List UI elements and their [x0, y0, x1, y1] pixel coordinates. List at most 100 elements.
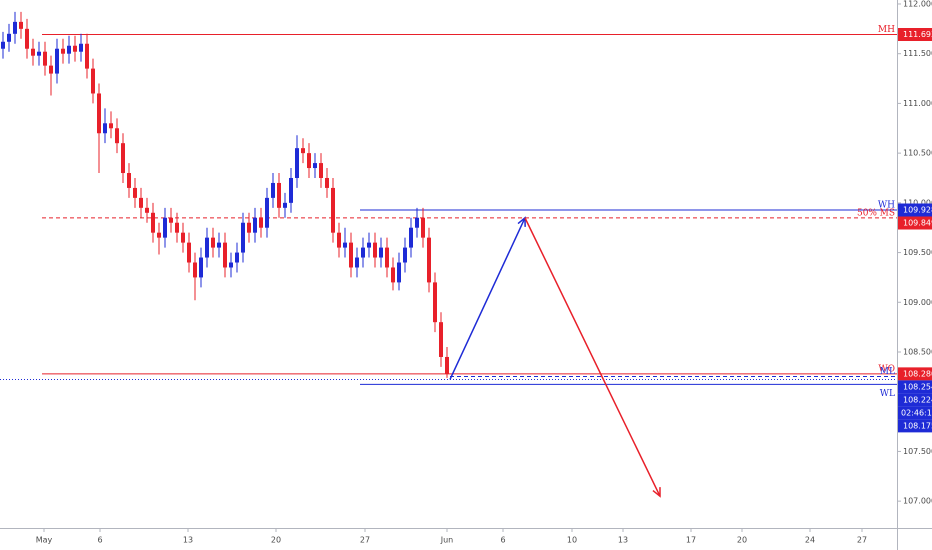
- candle-body: [253, 217, 257, 233]
- level-name: WL: [880, 389, 895, 399]
- y-tick-label: 107.000: [903, 497, 932, 506]
- x-tick-label: 20: [737, 536, 747, 545]
- candle-body: [199, 257, 203, 278]
- price-box-label: 109.849: [903, 219, 932, 228]
- y-tick-label: 111.500: [903, 49, 932, 58]
- countdown: 02:46:14: [901, 408, 932, 417]
- level-name: MS: [880, 208, 895, 218]
- candle-body: [151, 212, 155, 233]
- x-tick-label: 17: [686, 536, 696, 545]
- candle-body: [97, 93, 101, 134]
- candle-body: [211, 237, 215, 248]
- candle-body: [415, 217, 419, 228]
- price-box: [898, 216, 932, 230]
- candle-body: [103, 123, 107, 134]
- candle-body: [133, 187, 137, 198]
- level-name: WH: [878, 201, 895, 211]
- arrow-head: [652, 487, 661, 498]
- arrow-line: [524, 217, 661, 497]
- candle-body: [229, 262, 233, 268]
- candle-body: [259, 217, 263, 228]
- candle-body: [19, 21, 23, 29]
- candle-body: [121, 143, 125, 174]
- candle-body: [193, 262, 197, 278]
- candle-body: [313, 163, 317, 169]
- price-box-label: 108.175: [903, 421, 932, 430]
- candle-body: [301, 148, 305, 154]
- price-box: [898, 28, 932, 42]
- candle-body: [271, 182, 275, 198]
- y-tick-label: 110.000: [903, 198, 932, 207]
- candle-body: [1, 41, 5, 49]
- candle-body: [295, 148, 299, 178]
- candle-body: [73, 45, 77, 52]
- candle-body: [43, 51, 47, 66]
- x-tick-label: 6: [97, 536, 102, 545]
- x-tick-label: 13: [183, 536, 193, 545]
- price-box: [898, 393, 932, 407]
- candles: [1, 11, 449, 378]
- y-tick-label: 109.000: [903, 298, 932, 307]
- y-tick-label: 110.500: [903, 149, 932, 158]
- candle-body: [157, 232, 161, 238]
- candle-body: [187, 242, 191, 263]
- candle-body: [421, 217, 425, 238]
- candle-body: [175, 222, 179, 233]
- candle-body: [433, 282, 437, 323]
- candle-body: [373, 242, 377, 258]
- candle-body: [25, 28, 29, 49]
- x-tick-label: 10: [567, 536, 577, 545]
- price-box: [898, 419, 932, 433]
- candle-body: [337, 232, 341, 248]
- price-box-label: 108.254: [903, 382, 932, 391]
- candle-body: [61, 48, 65, 54]
- candle-body: [91, 68, 95, 94]
- y-tick-label: 107.500: [903, 447, 932, 456]
- candle-body: [109, 123, 113, 129]
- x-tick-label: 27: [857, 536, 867, 545]
- x-tick-label: 6: [500, 536, 505, 545]
- candle-body: [55, 48, 59, 74]
- candle-body: [367, 242, 371, 248]
- candle-body: [127, 173, 131, 188]
- candle-body: [283, 202, 287, 208]
- candle-body: [49, 65, 53, 74]
- x-tick-label: Jun: [440, 536, 454, 545]
- candle-body: [445, 356, 449, 374]
- level-name: WO: [878, 364, 895, 374]
- candle-body: [223, 242, 227, 268]
- candle-body: [7, 33, 11, 42]
- candle-body: [361, 247, 365, 258]
- candle-body: [427, 237, 431, 283]
- price-box-label: 109.928: [903, 206, 932, 215]
- y-tick-label: 109.500: [903, 248, 932, 257]
- level-name: MH: [878, 25, 895, 35]
- candle-body: [265, 197, 269, 228]
- level-name: 50%: [857, 208, 877, 218]
- price-box-label: 108.280: [903, 369, 932, 378]
- candle-body: [79, 43, 83, 52]
- x-tick-label: 27: [360, 536, 370, 545]
- candle-body: [67, 45, 71, 54]
- y-tick-label: 112.000: [903, 0, 932, 8]
- price-box-label: 111.693: [903, 30, 932, 39]
- candle-body: [31, 48, 35, 56]
- price-box: [898, 203, 932, 217]
- candle-body: [379, 247, 383, 258]
- candle-body: [385, 247, 389, 268]
- candle-body: [307, 153, 311, 169]
- candle-body: [115, 128, 119, 144]
- price-box: [898, 380, 932, 394]
- candle-body: [205, 237, 209, 258]
- candle-body: [235, 252, 239, 263]
- candle-body: [325, 177, 329, 188]
- candle-body: [439, 322, 443, 357]
- candle-body: [331, 187, 335, 233]
- x-tick-label: 20: [271, 536, 281, 545]
- arrow-line: [449, 217, 526, 380]
- countdown-box: [898, 406, 932, 420]
- candle-body: [37, 51, 41, 56]
